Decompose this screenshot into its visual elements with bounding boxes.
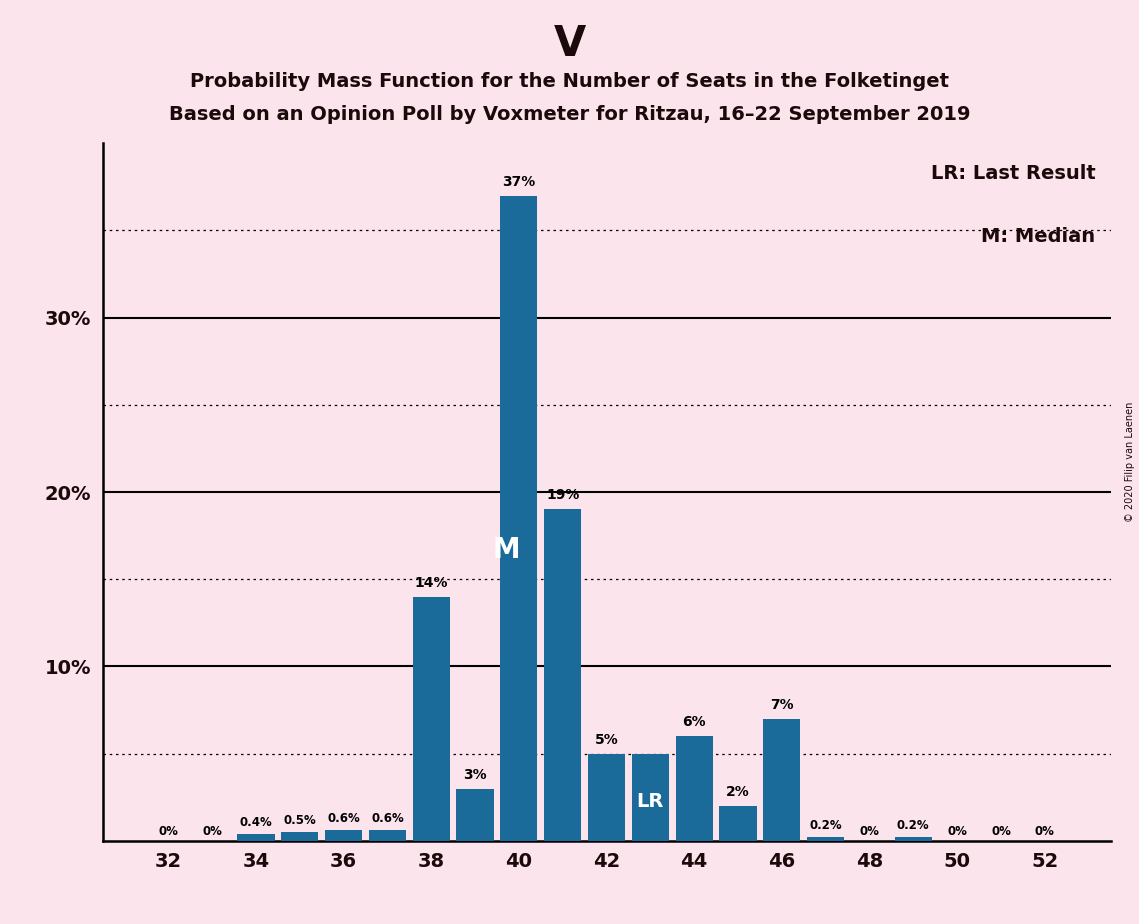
Text: M: Median: M: Median bbox=[982, 227, 1096, 246]
Bar bbox=[632, 754, 669, 841]
Bar bbox=[544, 509, 581, 841]
Bar bbox=[500, 196, 538, 841]
Text: LR: Last Result: LR: Last Result bbox=[931, 164, 1096, 183]
Text: 0%: 0% bbox=[860, 825, 879, 838]
Text: Based on an Opinion Poll by Voxmeter for Ritzau, 16–22 September 2019: Based on an Opinion Poll by Voxmeter for… bbox=[169, 105, 970, 125]
Text: 0.6%: 0.6% bbox=[371, 812, 403, 825]
Text: 0.2%: 0.2% bbox=[810, 819, 842, 833]
Text: 2%: 2% bbox=[727, 785, 749, 799]
Text: Probability Mass Function for the Number of Seats in the Folketinget: Probability Mass Function for the Number… bbox=[190, 72, 949, 91]
Bar bbox=[325, 831, 362, 841]
Text: 0%: 0% bbox=[948, 825, 967, 838]
Bar bbox=[763, 719, 801, 841]
Text: LR: LR bbox=[637, 792, 664, 811]
Bar bbox=[808, 837, 844, 841]
Text: 0.5%: 0.5% bbox=[284, 814, 317, 827]
Bar bbox=[457, 788, 493, 841]
Text: 0%: 0% bbox=[1035, 825, 1055, 838]
Text: 3%: 3% bbox=[464, 768, 486, 782]
Bar bbox=[237, 833, 274, 841]
Text: 0%: 0% bbox=[202, 825, 222, 838]
Text: 37%: 37% bbox=[502, 175, 535, 188]
Bar bbox=[281, 833, 319, 841]
Bar bbox=[412, 597, 450, 841]
Text: 0.2%: 0.2% bbox=[898, 819, 929, 833]
Bar bbox=[894, 837, 932, 841]
Text: 14%: 14% bbox=[415, 576, 448, 590]
Text: 7%: 7% bbox=[770, 698, 794, 711]
Text: 0.6%: 0.6% bbox=[327, 812, 360, 825]
Text: 0%: 0% bbox=[991, 825, 1011, 838]
Text: 0.4%: 0.4% bbox=[239, 816, 272, 829]
Text: M: M bbox=[493, 537, 521, 565]
Bar bbox=[720, 806, 756, 841]
Bar bbox=[675, 736, 713, 841]
Text: V: V bbox=[554, 23, 585, 65]
Text: © 2020 Filip van Laenen: © 2020 Filip van Laenen bbox=[1125, 402, 1134, 522]
Text: 0%: 0% bbox=[158, 825, 178, 838]
Text: 19%: 19% bbox=[546, 489, 580, 503]
Text: 6%: 6% bbox=[682, 715, 706, 729]
Bar bbox=[588, 754, 625, 841]
Text: 5%: 5% bbox=[595, 733, 618, 747]
Bar bbox=[369, 831, 405, 841]
